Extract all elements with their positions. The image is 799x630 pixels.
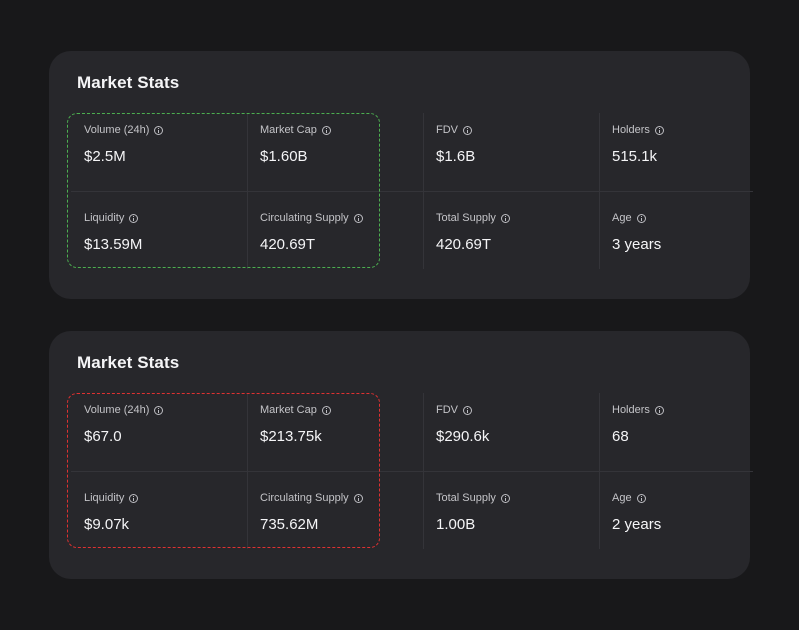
info-icon[interactable] [500,213,510,223]
stat-circulating-supply: Circulating Supply 735.62M [247,481,423,559]
stat-value: 68 [612,428,629,445]
stat-value: 420.69T [260,236,316,253]
stat-volume-24h: Volume (24h) $2.5M [71,113,247,191]
stat-circulating-supply: Circulating Supply 420.69T [247,201,423,279]
stat-value: $9.07k [84,516,130,533]
info-icon[interactable] [500,493,510,503]
stat-label: Holders [612,404,650,416]
market-stats-card-1: Market Stats Volume (24h) $2.5M Market C… [49,51,753,299]
stat-label: Circulating Supply [260,492,349,504]
stat-value: $2.5M [84,148,126,165]
stats-grid: Volume (24h) $67.0 Market Cap $213.75k F… [71,393,753,549]
stat-label: Market Cap [260,124,317,136]
info-icon[interactable] [321,125,331,135]
stat-holders: Holders 68 [599,393,775,471]
info-icon[interactable] [463,405,472,415]
info-icon[interactable] [321,405,331,415]
stat-total-supply: Total Supply 1.00B [423,481,599,559]
stat-label: Liquidity [84,212,125,224]
info-icon[interactable] [463,125,472,135]
stat-liquidity: Liquidity $13.59M [71,201,247,279]
stat-market-cap: Market Cap $1.60B [247,113,423,191]
info-icon[interactable] [636,213,646,223]
stat-fdv: FDV $1.6B [423,113,599,191]
stat-label: Circulating Supply [260,212,349,224]
stat-label: Volume (24h) [84,404,150,416]
stat-label: Age [612,492,632,504]
info-icon[interactable] [654,125,664,135]
stat-value: 420.69T [436,236,492,253]
info-icon[interactable] [654,405,664,415]
card-title: Market Stats [77,353,180,372]
info-icon[interactable] [154,125,164,135]
stat-age: Age 3 years [599,201,775,279]
info-icon[interactable] [129,493,139,503]
stat-value: 1.00B [436,516,476,533]
stat-label: Market Cap [260,404,317,416]
stat-label: FDV [436,124,458,136]
info-icon[interactable] [353,213,363,223]
stat-label: FDV [436,404,458,416]
divider [71,191,753,192]
stat-label: Total Supply [436,212,496,224]
stat-value: 515.1k [612,148,658,165]
stat-value: $1.60B [260,148,308,165]
stats-grid: Volume (24h) $2.5M Market Cap $1.60B FDV… [71,113,753,269]
stat-value: $1.6B [436,148,476,165]
stat-value: 2 years [612,516,662,533]
stat-label: Total Supply [436,492,496,504]
stat-value: $67.0 [84,428,122,445]
stat-volume-24h: Volume (24h) $67.0 [71,393,247,471]
stat-value: 3 years [612,236,662,253]
stat-holders: Holders 515.1k [599,113,775,191]
market-stats-card-2: Market Stats Volume (24h) $67.0 Market C… [49,331,753,579]
stat-label: Volume (24h) [84,124,150,136]
info-icon[interactable] [353,493,363,503]
stat-label: Age [612,212,632,224]
stat-value: $213.75k [260,428,322,445]
info-icon[interactable] [154,405,164,415]
stat-value: $13.59M [84,236,143,253]
stat-label: Liquidity [84,492,125,504]
stat-label: Holders [612,124,650,136]
stat-fdv: FDV $290.6k [423,393,599,471]
card-title: Market Stats [77,73,180,92]
stat-value: 735.62M [260,516,319,533]
divider [71,471,753,472]
stat-total-supply: Total Supply 420.69T [423,201,599,279]
info-icon[interactable] [636,493,646,503]
stat-market-cap: Market Cap $213.75k [247,393,423,471]
stat-value: $290.6k [436,428,490,445]
stat-liquidity: Liquidity $9.07k [71,481,247,559]
info-icon[interactable] [129,213,139,223]
stat-age: Age 2 years [599,481,775,559]
